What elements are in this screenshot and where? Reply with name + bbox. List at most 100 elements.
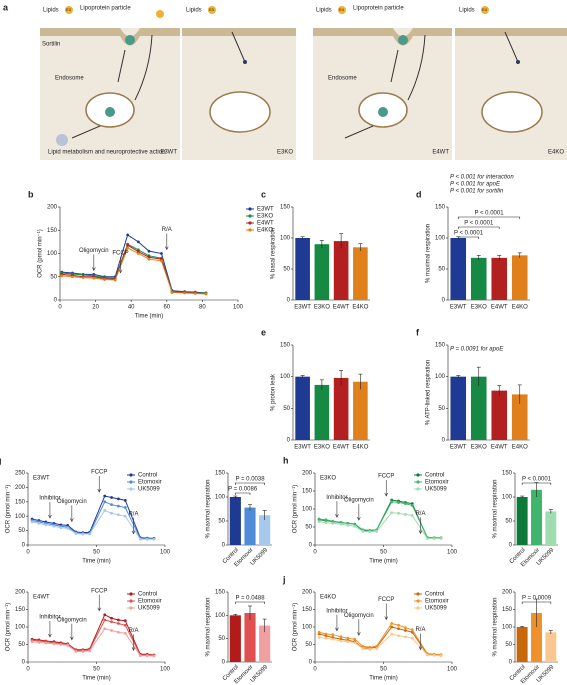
point [397, 634, 400, 638]
point [160, 259, 163, 263]
arrow-head [131, 530, 136, 535]
bar [295, 376, 310, 440]
x-axis-label: Time (min) [82, 676, 110, 682]
x-tick-label: E3WT [450, 445, 467, 451]
panel-letter: c [261, 189, 266, 199]
y-tick-label: 50 [505, 642, 512, 648]
x-tick-label: 50 [380, 550, 387, 556]
y-axis-label: % basal respiration [271, 228, 277, 279]
series-line [61, 247, 206, 295]
bar [491, 257, 508, 300]
point [331, 633, 335, 637]
point [117, 618, 120, 622]
x-tick-label: E4KO [352, 305, 368, 311]
point [110, 629, 113, 632]
point [152, 654, 156, 658]
x-tick-label: 100 [233, 305, 244, 311]
y-tick-label: 50 [18, 528, 25, 534]
point [136, 240, 140, 244]
y-tick-label: 250 [15, 471, 26, 477]
y-tick-label: 150 [15, 499, 26, 505]
x-tick-label: 0 [313, 550, 317, 556]
annotation: Oligomycin [79, 248, 109, 254]
legend-marker [129, 480, 133, 484]
point [44, 641, 48, 645]
point [331, 522, 335, 525]
point [117, 622, 120, 625]
legend-marker [248, 221, 252, 225]
label: Lipids [43, 8, 59, 14]
bracket [457, 236, 480, 239]
bar [333, 377, 349, 440]
y-tick-label: 50 [283, 267, 290, 273]
point [346, 523, 350, 527]
legend-marker [416, 480, 420, 484]
bar [531, 489, 542, 545]
annotation: FCCP [112, 250, 128, 256]
arrow [71, 34, 153, 139]
bar [353, 381, 368, 440]
bar [491, 390, 508, 440]
x-tick-label: 100 [160, 667, 171, 673]
legend-marker [248, 214, 252, 218]
y-tick-label: 0 [509, 660, 513, 666]
point [375, 647, 379, 651]
bracket [521, 482, 552, 485]
point [317, 520, 321, 523]
point [110, 616, 113, 620]
bar [516, 627, 528, 662]
particle [105, 107, 115, 117]
panel-letter: d [416, 189, 422, 199]
bar [229, 497, 241, 545]
x-tick-label: 100 [160, 550, 171, 556]
point [138, 654, 142, 658]
y-tick-label: 150 [15, 607, 26, 613]
y-tick-label: 50 [438, 267, 445, 273]
y-tick-label: 150 [502, 471, 513, 477]
point [425, 537, 429, 540]
panel-title: E3WT [33, 476, 50, 482]
y-tick-label: 100 [215, 495, 226, 501]
legend-label: UK5099 [138, 606, 160, 612]
x-axis-label: Time (min) [82, 559, 110, 565]
arrow-head [335, 514, 339, 518]
point [339, 639, 343, 643]
point [317, 636, 321, 639]
point [361, 529, 365, 533]
point [110, 503, 113, 507]
y-tick-label: 150 [215, 590, 226, 596]
arrow-head [131, 647, 136, 651]
x-tick-label: 0 [26, 667, 30, 673]
annotation: Inhibitor [39, 496, 60, 502]
y-tick-label: 50 [305, 525, 312, 531]
point [117, 497, 120, 501]
y-tick-label: 0 [309, 660, 313, 666]
legend-marker [129, 592, 133, 596]
panel-title: E3KO [320, 476, 336, 482]
bar [545, 632, 557, 662]
bar [531, 613, 542, 662]
arrow-head [384, 616, 389, 621]
bar [353, 247, 368, 300]
p-value: P < 0.0001 [522, 477, 552, 483]
point [74, 532, 78, 535]
y-tick-label: 0 [442, 438, 446, 444]
x-axis-label: Time (min) [135, 314, 163, 320]
y-tick-label: 0 [22, 543, 26, 549]
y-axis-label: OCR (pmol min⁻¹) [6, 485, 12, 534]
y-tick-label: 50 [218, 636, 225, 642]
legend-label: Etomoxir [138, 599, 162, 605]
point [59, 526, 63, 530]
point [390, 632, 394, 636]
y-tick-label: 150 [302, 489, 313, 495]
x-tick-label: E4KO [512, 445, 528, 451]
arrow [231, 31, 519, 63]
legend-label: UK5099 [138, 487, 160, 493]
point [368, 645, 372, 649]
p-value: P < 0.0001 [454, 231, 484, 237]
point [317, 517, 321, 521]
panel-letter: e [261, 327, 266, 337]
legend-marker [248, 207, 252, 211]
particle [65, 6, 73, 14]
y-axis-label: OCR (pmol min⁻¹) [6, 603, 12, 652]
